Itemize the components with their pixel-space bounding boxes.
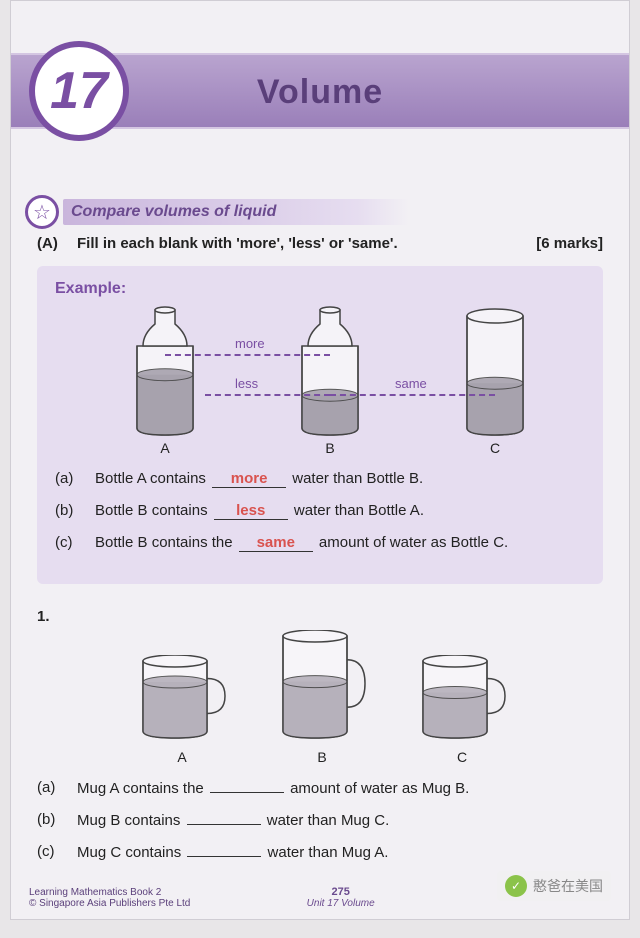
comparison-label: same (395, 376, 427, 391)
bottle-label: A (125, 440, 205, 456)
sub-label: (a) (55, 470, 81, 488)
filled-blank: same (239, 534, 313, 552)
blank[interactable] (187, 811, 261, 825)
footer-unit: Unit 17 Volume (190, 898, 491, 909)
example-box: Example: A B (37, 266, 603, 584)
mug-label: B (277, 749, 367, 765)
blank[interactable] (187, 843, 261, 857)
sub-label: (b) (55, 502, 81, 520)
mug-diagram: A B C (97, 635, 603, 765)
sentence: Bottle B contains less water than Bottle… (95, 502, 424, 520)
sentence: Bottle A contains more water than Bottle… (95, 470, 423, 488)
chapter-badge: 17 (29, 41, 129, 141)
example-answer-row: (c) Bottle B contains the same amount of… (55, 534, 585, 552)
example-answer-row: (a) Bottle A contains more water than Bo… (55, 470, 585, 488)
q1-item-row: (a) Mug A contains the amount of water a… (37, 779, 603, 797)
section-title: Compare volumes of liquid (71, 203, 276, 221)
watermark: ✓ 憨爸在美国 (497, 871, 611, 901)
footer-book: Learning Mathematics Book 2 (29, 887, 190, 898)
blank[interactable] (210, 779, 284, 793)
sentence: Mug B contains water than Mug C. (77, 811, 389, 829)
mug-A: A (137, 655, 227, 765)
mug-B: B (277, 630, 367, 765)
bottle-label: C (455, 440, 535, 456)
footer-center: 275 Unit 17 Volume (190, 886, 491, 909)
sentence: Bottle B contains the same amount of wat… (95, 534, 508, 552)
q1-item-row: (c) Mug C contains water than Mug A. (37, 843, 603, 861)
sentence: Mug A contains the amount of water as Mu… (77, 779, 469, 797)
filled-blank: less (214, 502, 288, 520)
watermark-icon: ✓ (505, 875, 527, 897)
bottle-B: B (290, 306, 370, 456)
comparison-label: more (235, 336, 265, 351)
comparison-line (165, 354, 330, 356)
watermark-text: 憨爸在美国 (533, 876, 603, 896)
bottle-A: A (125, 306, 205, 456)
content: (A) Fill in each blank with 'more', 'les… (37, 235, 603, 875)
star-icon: ☆ (25, 195, 59, 229)
instruction-marks: [6 marks] (536, 235, 603, 252)
instruction-text: Fill in each blank with 'more', 'less' o… (77, 235, 524, 252)
sub-label: (c) (37, 843, 63, 861)
filled-blank: more (212, 470, 286, 488)
mug-label: A (137, 749, 227, 765)
comparison-label: less (235, 376, 258, 391)
bottle-C: C (455, 306, 535, 456)
footer-left: Learning Mathematics Book 2 © Singapore … (29, 887, 190, 909)
page: Volume 17 ☆ Compare volumes of liquid (A… (10, 0, 630, 920)
sub-label: (c) (55, 534, 81, 552)
sub-label: (b) (37, 811, 63, 829)
q1-item-row: (b) Mug B contains water than Mug C. (37, 811, 603, 829)
mug-C: C (417, 655, 507, 765)
bottle-label: B (290, 440, 370, 456)
sentence: Mug C contains water than Mug A. (77, 843, 388, 861)
instruction-label: (A) (37, 235, 65, 252)
bottle-diagram: A B Cmore less same (55, 306, 585, 456)
example-answers: (a) Bottle A contains more water than Bo… (55, 470, 585, 552)
comparison-line (205, 394, 330, 396)
section-title-bar: Compare volumes of liquid (63, 199, 409, 225)
example-title: Example: (55, 280, 585, 298)
footer-copyright: © Singapore Asia Publishers Pte Ltd (29, 898, 190, 909)
instruction-row: (A) Fill in each blank with 'more', 'les… (37, 235, 603, 252)
sub-label: (a) (37, 779, 63, 797)
q1-items: (a) Mug A contains the amount of water a… (37, 779, 603, 861)
mug-label: C (417, 749, 507, 765)
page-number: 275 (190, 886, 491, 898)
comparison-line (330, 394, 495, 396)
question-1: 1. A B (37, 608, 603, 861)
chapter-number: 17 (50, 61, 108, 121)
example-answer-row: (b) Bottle B contains less water than Bo… (55, 502, 585, 520)
question-number: 1. (37, 608, 603, 625)
